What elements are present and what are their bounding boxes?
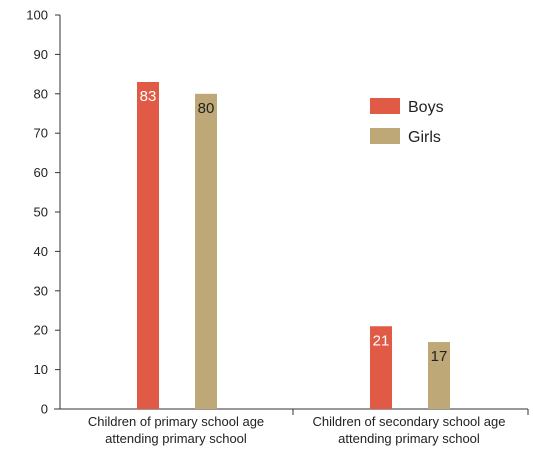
x-category-label: Children of primary school age (88, 414, 264, 429)
x-category-label: attending primary school (105, 431, 247, 446)
y-tick-label: 50 (34, 205, 48, 220)
y-tick-label: 20 (34, 323, 48, 338)
bars: 83 21 80 17 (137, 81, 450, 410)
y-tick-label: 10 (34, 362, 48, 377)
legend-label-girls: Girls (408, 129, 441, 146)
bar-value-label: 80 (198, 100, 215, 117)
y-tick-label: 100 (26, 8, 48, 23)
bar-value-label: 21 (373, 332, 390, 349)
bar-girls (428, 342, 450, 409)
y-tick-label: 80 (34, 86, 48, 101)
bar-value-label: 83 (140, 88, 157, 105)
x-axis: Children of primary school age attending … (54, 408, 529, 446)
y-axis: 0 10 20 30 40 50 60 70 80 90 100 (26, 8, 61, 417)
legend-label-boys: Boys (408, 99, 444, 116)
bar-value-label: 17 (431, 348, 448, 365)
legend: Boys Girls (370, 98, 444, 146)
y-tick-label: 60 (34, 165, 48, 180)
x-category-label: attending primary school (338, 431, 480, 446)
x-category-label: Children of secondary school age (313, 414, 506, 429)
bar-boys (137, 81, 159, 409)
legend-swatch-boys (370, 98, 400, 114)
y-tick-label: 40 (34, 244, 48, 259)
y-tick-label: 70 (34, 126, 48, 141)
bar-girls (195, 93, 217, 410)
bar-boys (370, 326, 392, 409)
legend-swatch-girls (370, 128, 400, 144)
y-tick-label: 90 (34, 47, 48, 62)
y-tick-label: 0 (41, 402, 48, 417)
y-tick-label: 30 (34, 283, 48, 298)
